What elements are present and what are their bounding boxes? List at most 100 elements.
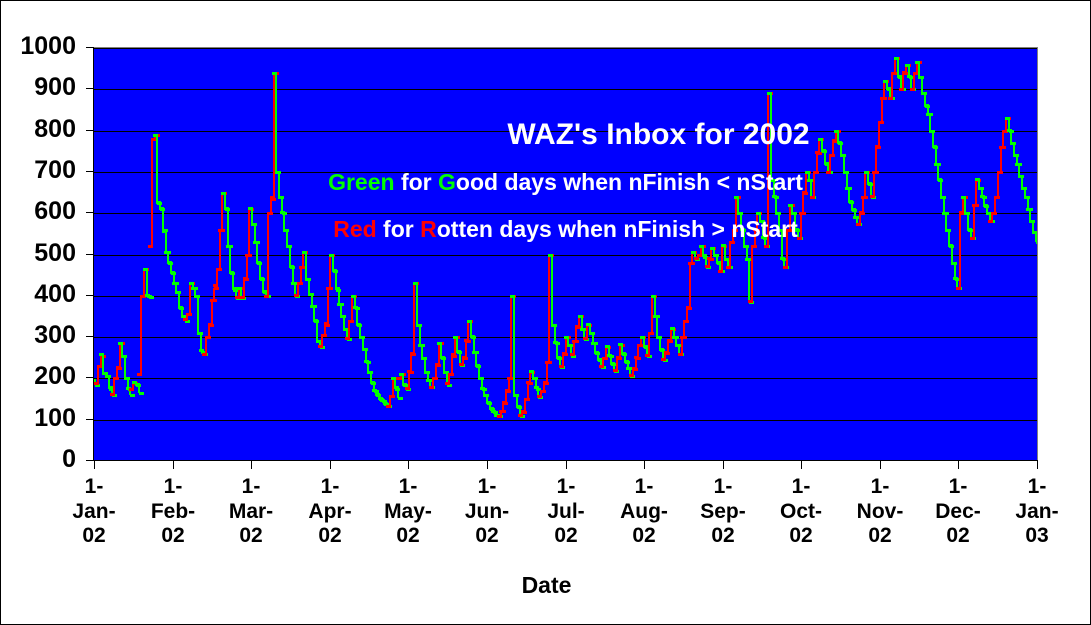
candlestick-bar — [513, 295, 516, 395]
candlestick-bar — [888, 88, 891, 98]
candlestick-bar — [1010, 129, 1013, 143]
candlestick-open-tick — [191, 287, 197, 291]
candlestick-bar — [399, 374, 402, 379]
candlestick-open-tick — [472, 350, 478, 354]
candlestick-bar — [432, 378, 435, 387]
candlestick-open-tick — [542, 380, 548, 384]
candlestick-bar — [794, 213, 797, 230]
candlestick-bar — [364, 349, 367, 362]
candlestick-bar — [702, 246, 705, 257]
y-tick-mark — [86, 377, 94, 378]
candlestick-bar — [913, 72, 916, 90]
candlestick-open-tick — [974, 178, 980, 182]
candlestick-open-tick — [731, 228, 737, 232]
candlestick-bar — [215, 268, 218, 286]
candlestick-open-tick — [334, 287, 340, 291]
candlestick-open-tick — [564, 336, 570, 340]
candlestick-bar — [891, 72, 894, 98]
candlestick-open-tick — [661, 358, 667, 362]
candlestick-bar — [623, 352, 626, 362]
candlestick-open-tick — [261, 289, 267, 293]
x-tick-label: 1- Feb- 02 — [150, 475, 196, 548]
candlestick-open-tick — [534, 386, 540, 390]
candlestick-bar — [1007, 118, 1010, 131]
candlestick-bar — [342, 315, 345, 329]
candlestick-bar — [264, 290, 267, 296]
candlestick-open-tick — [242, 277, 248, 281]
candlestick-open-tick — [691, 251, 697, 255]
candlestick-bar — [859, 213, 862, 224]
candlestick-bar — [729, 242, 732, 267]
candlestick-bar — [829, 155, 832, 172]
candlestick-open-tick — [585, 322, 591, 326]
candlestick-bar — [886, 81, 889, 90]
candlestick-bar — [137, 384, 140, 393]
candlestick-bar — [434, 365, 437, 378]
candlestick-bar — [372, 381, 375, 391]
candlestick-open-tick — [750, 245, 756, 249]
candlestick-open-tick — [937, 178, 943, 182]
x-tick-label: 1- Nov- 02 — [856, 475, 904, 548]
candlestick-open-tick — [161, 229, 167, 233]
candlestick-open-tick — [156, 200, 162, 204]
candlestick-bar — [505, 390, 508, 403]
candlestick-bar — [329, 254, 332, 288]
candlestick-open-tick — [175, 290, 181, 294]
candlestick-close-tick — [184, 319, 190, 323]
candlestick-open-tick — [869, 194, 875, 198]
candlestick-bar — [650, 295, 653, 333]
candlestick-open-tick — [429, 385, 435, 389]
candlestick-bar — [459, 351, 462, 366]
candlestick-open-tick — [739, 227, 745, 231]
candlestick-bar — [564, 337, 567, 353]
candlestick-bar — [958, 213, 961, 288]
candlestick-open-tick — [629, 374, 635, 378]
candlestick-open-tick — [380, 398, 386, 402]
candlestick-open-tick — [126, 387, 132, 391]
candlestick-bar — [483, 388, 486, 395]
candlestick-bar — [97, 366, 100, 384]
candlestick-open-tick — [423, 370, 429, 374]
candlestick-open-tick — [645, 354, 651, 358]
candlestick-bar — [1013, 142, 1016, 156]
candlestick-bar — [691, 252, 694, 263]
candlestick-bar — [967, 213, 970, 230]
candlestick-open-tick — [188, 282, 194, 286]
candlestick-bar — [280, 196, 283, 214]
candlestick-bar — [761, 221, 764, 238]
candlestick-open-tick — [118, 342, 124, 346]
candlestick-open-tick — [783, 265, 789, 269]
candlestick-bar — [813, 171, 816, 197]
candlestick-bar — [448, 374, 451, 384]
candlestick-open-tick — [637, 343, 643, 347]
candlestick-bar — [253, 223, 256, 243]
candlestick-bar — [540, 390, 543, 396]
candlestick-open-tick — [820, 149, 826, 153]
candlestick-open-tick — [747, 299, 753, 303]
candlestick-bar — [723, 245, 726, 259]
candlestick-bar — [632, 369, 635, 376]
candlestick-bar — [707, 258, 710, 267]
candlestick-open-tick — [804, 170, 810, 174]
candlestick-open-tick — [1001, 129, 1007, 133]
y-tick-label: 500 — [34, 239, 76, 267]
candlestick-open-tick — [280, 211, 286, 215]
y-tick-mark — [86, 171, 94, 172]
y-tick-label: 0 — [62, 445, 76, 473]
candlestick-bar — [170, 261, 172, 274]
candlestick-open-tick — [99, 353, 105, 357]
candlestick-close-tick — [149, 295, 155, 299]
candlestick-bar — [129, 388, 132, 395]
candlestick-open-tick — [366, 370, 372, 374]
candlestick-bar — [907, 64, 910, 77]
candlestick-open-tick — [1012, 153, 1018, 157]
candlestick-bar — [904, 64, 907, 72]
candlestick-bar — [656, 315, 659, 338]
candlestick-open-tick — [310, 304, 316, 308]
candlestick-open-tick — [450, 353, 456, 357]
candlestick-bar — [118, 343, 121, 367]
candlestick-bar — [110, 387, 113, 395]
gridline — [94, 378, 1037, 379]
candlestick-bar — [167, 252, 170, 263]
candlestick-bar — [523, 399, 526, 412]
